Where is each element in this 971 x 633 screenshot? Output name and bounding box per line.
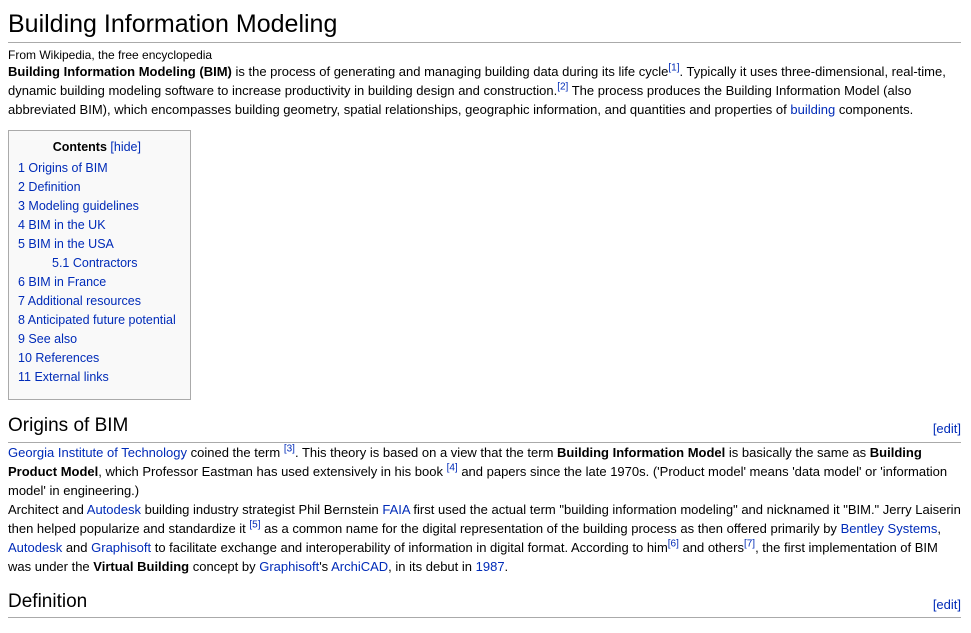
text-run: Architect and: [8, 501, 87, 517]
text-run: .: [504, 558, 509, 574]
reference-superscript: [7]: [744, 538, 755, 549]
edit-link[interactable]: [edit]: [932, 596, 961, 612]
reference-superscript: [3]: [284, 443, 295, 454]
toc-item: 10 References: [18, 349, 176, 368]
wiki-link[interactable]: Autodesk: [8, 539, 63, 555]
text-run: , which Professor Eastman has used exten…: [98, 463, 447, 479]
reference-superscript: [2]: [557, 81, 568, 92]
text-run: building industry strategist Phil Bernst…: [140, 501, 383, 517]
edit-section: [edit]: [933, 419, 961, 438]
toc-item: 4 BIM in the UK: [18, 216, 176, 235]
toc-link-origins-of-bim[interactable]: 1 Origins of BIM: [18, 160, 108, 175]
toc-item: 11 External links: [18, 368, 176, 387]
reference-link[interactable]: [5]: [249, 519, 261, 531]
text-run: is basically the same as: [725, 444, 870, 460]
reference-superscript: [6]: [668, 538, 679, 549]
text-run: . Typically it uses three-dimensional, r…: [8, 63, 946, 98]
article-sections: [edit] Origins of BIM Georgia Institute of…: [8, 415, 961, 619]
paragraph: Georgia Institute of Technology coined t…: [8, 443, 961, 500]
toc-item: 1 Origins of BIM: [18, 159, 176, 178]
paragraph: Architect and Autodesk building industry…: [8, 500, 961, 576]
toc-link-references[interactable]: 10 References: [18, 350, 100, 365]
wiki-link[interactable]: Autodesk: [86, 501, 141, 517]
toc-item: 8 Anticipated future potential: [18, 311, 176, 330]
reference-link[interactable]: [4]: [446, 462, 458, 474]
toc-item: 3 Modeling guidelines: [18, 197, 176, 216]
text-run: and papers since the late 1970s. ('Produ…: [8, 463, 948, 498]
toc-title: Contents: [52, 139, 107, 154]
section-title: Definition: [8, 590, 88, 612]
site-subtitle: From Wikipedia, the free encyclopedia: [8, 47, 213, 62]
toc-list: 1 Origins of BIM 2 Definition 3 Modeling g…: [18, 159, 176, 387]
toc-link-anticipated-future-potential[interactable]: 8 Anticipated future potential: [18, 312, 176, 327]
text-run: , the first implementation of BIM was un…: [8, 539, 938, 574]
text-run: is the process of generating and managin…: [231, 63, 669, 79]
toc-link-bim-in-the-usa[interactable]: 5 BIM in the USA: [18, 236, 114, 251]
bold-text: Building Information Modeling (BIM): [8, 63, 232, 79]
wiki-link[interactable]: Graphisoft: [91, 539, 152, 555]
text-run: components.: [835, 101, 914, 117]
reference-superscript: [1]: [668, 62, 679, 73]
toc-link-external-links[interactable]: 11 External links: [18, 369, 109, 384]
toc-item: 7 Additional resources: [18, 292, 176, 311]
lead-paragraph: Building Information Modeling (BIM) is t…: [8, 62, 961, 119]
wiki-link[interactable]: Georgia Institute of Technology: [8, 444, 187, 460]
reference-superscript: [5]: [249, 519, 260, 530]
bold-text: Virtual Building: [93, 558, 190, 574]
text-run: ,: [937, 520, 942, 536]
text-run: The process produces the Building Inform…: [8, 82, 912, 117]
toc-link-definition[interactable]: 2 Definition: [18, 179, 81, 194]
toc-item: 5 BIM in the USA: [18, 235, 176, 254]
text-run: and: [62, 539, 92, 555]
toc-hide-link[interactable]: [hide]: [110, 139, 141, 154]
edit-section: [edit]: [933, 595, 961, 614]
table-of-contents: Contents [hide] 1 Origins of BIM 2 Defini…: [8, 129, 191, 400]
text-run: concept by: [189, 558, 260, 574]
toc-link-bim-in-france[interactable]: 6 BIM in France: [18, 274, 107, 289]
toc-item: 5.1 Contractors: [18, 254, 176, 273]
toc-item: 2 Definition: [18, 178, 176, 197]
toc-link-see-also[interactable]: 9 See also: [18, 331, 78, 346]
text-run: to facilitate exchange and interoperabil…: [151, 539, 668, 555]
wiki-link[interactable]: FAIA: [382, 501, 410, 517]
text-run: 's: [319, 558, 332, 574]
text-run: , in its debut in: [388, 558, 476, 574]
toc-link-modeling-guidelines[interactable]: 3 Modeling guidelines: [18, 198, 139, 213]
section-heading: [edit] Definition: [8, 591, 961, 619]
toc-header: Contents [hide]: [18, 140, 176, 154]
text-run: first used the actual term "building inf…: [8, 501, 961, 536]
bold-text: Building Product Model: [8, 444, 922, 479]
reference-link[interactable]: [1]: [668, 62, 680, 74]
toc-item: 6 BIM in France: [18, 273, 176, 292]
edit-link[interactable]: [edit]: [932, 420, 961, 436]
text-run: . This theory is based on a view that th…: [294, 444, 558, 460]
reference-link[interactable]: [7]: [743, 538, 756, 550]
toc-item: 9 See also: [18, 330, 176, 349]
reference-superscript: [4]: [447, 462, 458, 473]
bold-text: Building Information Model: [557, 444, 726, 460]
section-title: Origins of BIM: [8, 414, 129, 436]
wiki-link[interactable]: Bentley Systems: [840, 520, 938, 536]
wiki-link[interactable]: ArchiCAD: [331, 558, 389, 574]
text-run: coined the term: [187, 444, 284, 460]
toc-link-additional-resources[interactable]: 7 Additional resources: [18, 293, 141, 308]
section-heading: [edit] Origins of BIM: [8, 415, 961, 443]
text-run: and others: [678, 539, 744, 555]
wiki-link[interactable]: Graphisoft: [259, 558, 320, 574]
page-title: Building Information Modeling: [8, 8, 961, 43]
wiki-link[interactable]: 1987: [475, 558, 505, 574]
text-run: as a common name for the digital represe…: [260, 520, 841, 536]
reference-link[interactable]: [6]: [667, 538, 679, 550]
toc-link-bim-in-the-uk[interactable]: 4 BIM in the UK: [18, 217, 106, 232]
wiki-link[interactable]: building: [790, 101, 836, 117]
reference-link[interactable]: [3]: [283, 443, 295, 455]
toc-link-contractors[interactable]: 5.1 Contractors: [52, 255, 138, 270]
reference-link[interactable]: [2]: [557, 81, 569, 93]
